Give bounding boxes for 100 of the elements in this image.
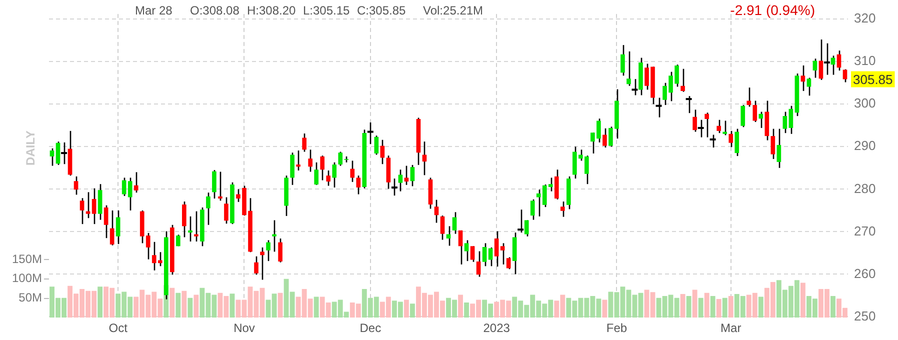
x-tick-label: Dec (360, 321, 382, 336)
candlestick (626, 50, 631, 87)
y-tick-label: 300 (854, 96, 876, 111)
annotation: O:308.08 (190, 3, 240, 18)
annotation: C:305.85 (357, 3, 406, 18)
candlestick (560, 200, 565, 218)
candlestick (488, 246, 493, 267)
candlestick (188, 216, 192, 242)
candlestick (482, 242, 487, 267)
candlestick (374, 134, 379, 156)
candlestick (740, 104, 746, 128)
candlestick (308, 148, 312, 172)
candlestick (530, 198, 535, 220)
candlestick (788, 105, 794, 135)
y-tick-label: 320 (854, 10, 876, 26)
bar (602, 300, 608, 318)
candlestick (266, 240, 270, 262)
candlestick (110, 210, 114, 246)
candlestick (680, 68, 685, 92)
annotation: Vol:25.21M (423, 3, 484, 18)
bar (188, 298, 193, 318)
candlestick (746, 86, 752, 108)
candlestick (80, 197, 84, 225)
candlestick (716, 119, 721, 134)
candlestick (836, 50, 842, 72)
candlestick (782, 111, 788, 134)
candlestick (182, 200, 186, 238)
bar (704, 292, 710, 318)
bar (722, 298, 728, 318)
bar (464, 302, 469, 318)
candlestick (350, 160, 355, 183)
candlestick (98, 183, 102, 220)
bar (98, 286, 103, 318)
candlestick (494, 230, 499, 268)
candlestick (92, 188, 96, 225)
candlestick (506, 256, 511, 270)
candlestick (734, 128, 740, 157)
candlestick (440, 214, 445, 240)
bar (458, 294, 463, 318)
bar (170, 288, 175, 318)
y2-tick-label: 50M (18, 290, 42, 305)
candlestick (800, 64, 806, 92)
bar (410, 304, 415, 318)
candlestick (602, 128, 607, 148)
candlestick (512, 232, 517, 275)
candlestick (704, 112, 709, 138)
bar (710, 296, 716, 318)
candlestick (842, 68, 848, 83)
candlestick (776, 128, 782, 169)
x-tick-label: Oct (108, 321, 128, 336)
candlestick (410, 164, 415, 187)
candlestick (314, 162, 318, 186)
candlestick (134, 172, 138, 194)
candlestick (290, 152, 294, 186)
candlestick (218, 171, 222, 202)
candlestick (758, 111, 764, 129)
bar (176, 292, 181, 318)
candlestick (254, 256, 258, 276)
bar (404, 300, 409, 318)
candlestick (398, 168, 403, 192)
bar (698, 298, 704, 318)
y2-tick-label: 150M (12, 252, 42, 266)
candlestick (770, 128, 776, 160)
y-tick-label: 310 (854, 53, 876, 68)
candlestick (452, 212, 457, 234)
candlestick (206, 192, 210, 226)
y2-tick-label: 100M (12, 271, 42, 286)
candlestick (302, 132, 306, 152)
bar (830, 296, 836, 318)
text: 305.85 (853, 72, 893, 87)
candlestick (806, 77, 812, 96)
candlestick (74, 176, 78, 196)
candlestick (728, 130, 734, 148)
annotation: L:305.15 (303, 3, 350, 18)
candlestick (812, 58, 818, 78)
candlestick (476, 250, 481, 278)
candlestick (470, 246, 475, 263)
candlestick (278, 238, 282, 263)
candlestick (212, 169, 216, 200)
y-tick-label: 250 (854, 308, 876, 324)
candlestick (422, 140, 427, 176)
candlestick (272, 220, 276, 252)
candlestick (260, 246, 264, 280)
candlestick (50, 148, 54, 166)
candlestick (104, 204, 108, 239)
bar (182, 290, 187, 318)
bar (686, 296, 692, 318)
annotation: Mar 28 (135, 3, 173, 18)
candlestick (332, 162, 337, 188)
candlestick (464, 240, 469, 262)
y-tick-label: 290 (854, 138, 876, 154)
y-tick-label: 280 (854, 180, 876, 196)
bar (758, 296, 764, 318)
candlestick (116, 210, 120, 245)
bar (680, 294, 686, 318)
candlestick (326, 170, 331, 186)
bar (314, 296, 319, 318)
candlestick (500, 242, 505, 266)
x-tick-label: Nov (234, 321, 255, 336)
bar (278, 292, 283, 318)
